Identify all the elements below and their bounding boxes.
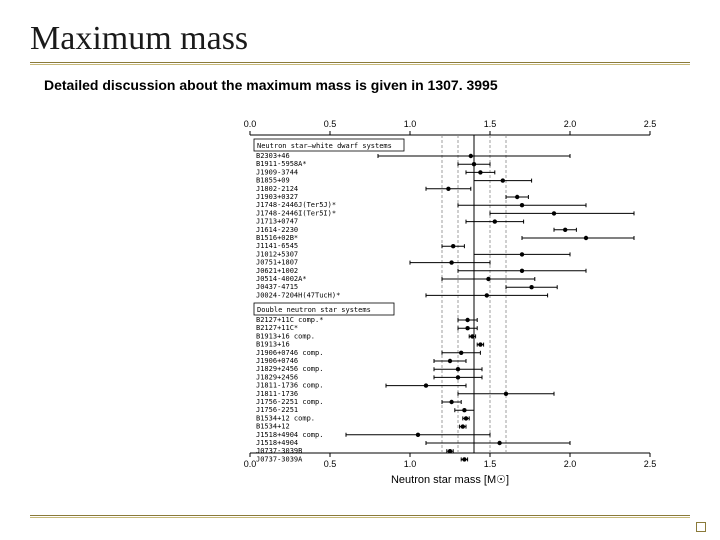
- svg-text:B1534+12 comp.: B1534+12 comp.: [256, 414, 315, 422]
- svg-text:J1748-2446I(Ter5I)*: J1748-2446I(Ter5I)*: [256, 209, 336, 217]
- svg-text:B1534+12: B1534+12: [256, 423, 290, 431]
- svg-text:J0751+1807: J0751+1807: [256, 259, 298, 267]
- svg-text:B1855+09: B1855+09: [256, 177, 290, 185]
- svg-text:1.5: 1.5: [484, 459, 497, 469]
- svg-text:J1012+5307: J1012+5307: [256, 250, 298, 258]
- svg-text:2.0: 2.0: [564, 459, 577, 469]
- svg-text:J1518+4904: J1518+4904: [256, 439, 298, 447]
- svg-text:J1802-2124: J1802-2124: [256, 185, 298, 193]
- svg-text:J0621+1002: J0621+1002: [256, 267, 298, 275]
- svg-text:J0437-4715: J0437-4715: [256, 283, 298, 291]
- svg-text:Neutron star mass [M☉]: Neutron star mass [M☉]: [391, 474, 509, 486]
- svg-text:J1614-2230: J1614-2230: [256, 226, 298, 234]
- svg-text:B2127+11C comp.*: B2127+11C comp.*: [256, 316, 323, 324]
- svg-text:J1811-1736: J1811-1736: [256, 390, 298, 398]
- svg-text:J1829+2456: J1829+2456: [256, 373, 298, 381]
- chart-svg: 0.0 0.0 0.5 0.5 1.0 1.0 1.5 1.5 2.0 2.0 2.5 2.5 Neut…: [70, 113, 670, 493]
- svg-text:B1913+16 comp.: B1913+16 comp.: [256, 332, 315, 340]
- svg-text:J1756-2251 comp.: J1756-2251 comp.: [256, 398, 323, 406]
- corner-decoration: [696, 522, 706, 532]
- svg-text:0.5: 0.5: [324, 119, 337, 129]
- svg-text:B2127+11C*: B2127+11C*: [256, 324, 298, 332]
- svg-text:B1913+16: B1913+16: [256, 341, 290, 349]
- svg-text:J1811-1736 comp.: J1811-1736 comp.: [256, 382, 323, 390]
- mass-chart: 0.0 0.0 0.5 0.5 1.0 1.0 1.5 1.5 2.0 2.0 2.5 2.5 Neut…: [70, 113, 670, 493]
- svg-text:J0737-3039B: J0737-3039B: [256, 447, 302, 455]
- svg-text:J1906+0746 comp.: J1906+0746 comp.: [256, 349, 323, 357]
- slide-title: Maximum mass: [30, 20, 690, 58]
- svg-text:J1829+2456 comp.: J1829+2456 comp.: [256, 365, 323, 373]
- svg-text:B1516+02B*: B1516+02B*: [256, 234, 298, 242]
- svg-text:1.0: 1.0: [404, 119, 417, 129]
- svg-text:2.5: 2.5: [644, 119, 657, 129]
- svg-text:0.0: 0.0: [244, 459, 257, 469]
- svg-text:Neutron star–white dwarf syste: Neutron star–white dwarf systems: [257, 142, 392, 150]
- svg-text:2.5: 2.5: [644, 459, 657, 469]
- svg-text:J1518+4904 comp.: J1518+4904 comp.: [256, 431, 323, 439]
- svg-text:B1911-5958A*: B1911-5958A*: [256, 160, 307, 168]
- svg-text:2.0: 2.0: [564, 119, 577, 129]
- svg-text:1.5: 1.5: [484, 119, 497, 129]
- svg-text:J0514-4002A*: J0514-4002A*: [256, 275, 307, 283]
- svg-text:1.0: 1.0: [404, 459, 417, 469]
- svg-text:J1906+0746: J1906+0746: [256, 357, 298, 365]
- svg-text:J0737-3039A: J0737-3039A: [256, 455, 303, 463]
- svg-text:J1713+0747: J1713+0747: [256, 218, 298, 226]
- svg-text:J1141-6545: J1141-6545: [256, 242, 298, 250]
- svg-text:Double neutron star systems: Double neutron star systems: [257, 306, 371, 314]
- svg-text:0.0: 0.0: [244, 119, 257, 129]
- svg-text:J1748-2446J(Ter5J)*: J1748-2446J(Ter5J)*: [256, 201, 336, 209]
- svg-text:B2303+46: B2303+46: [256, 152, 290, 160]
- svg-text:J1909-3744: J1909-3744: [256, 168, 298, 176]
- svg-text:0.5: 0.5: [324, 459, 337, 469]
- footer-underline: [30, 515, 690, 518]
- svg-text:J1756-2251: J1756-2251: [256, 406, 298, 414]
- svg-text:J1903+0327: J1903+0327: [256, 193, 298, 201]
- title-underline: [30, 62, 690, 65]
- svg-text:J0024-7204H(47TucH)*: J0024-7204H(47TucH)*: [256, 291, 340, 299]
- subtitle: Detailed discussion about the maximum ma…: [44, 77, 690, 93]
